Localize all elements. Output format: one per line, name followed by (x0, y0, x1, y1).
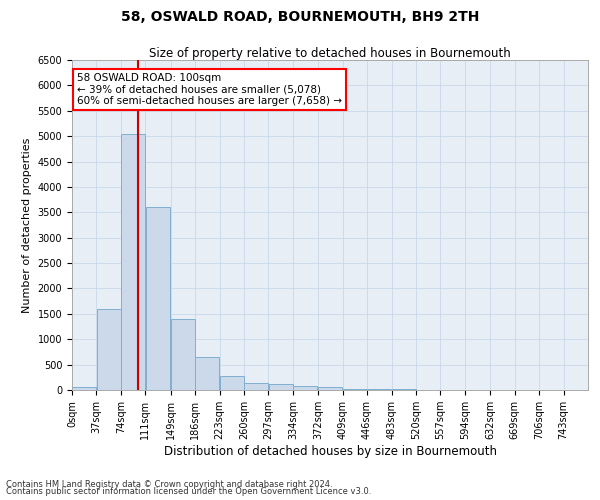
Bar (121, 134, 145, 390)
Title: Size of property relative to detached houses in Bournemouth: Size of property relative to detached ho… (149, 47, 511, 60)
Bar (293, 386, 317, 390)
Bar (343, 389, 367, 390)
Text: Contains HM Land Registry data © Crown copyright and database right 2024.: Contains HM Land Registry data © Crown c… (6, 480, 332, 489)
Bar (170, 319, 195, 390)
Bar (244, 383, 268, 390)
Bar (367, 389, 391, 390)
Y-axis label: Number of detached properties: Number of detached properties (22, 138, 32, 312)
Bar (72, 388, 97, 390)
Bar (220, 376, 244, 390)
X-axis label: Distribution of detached houses by size in Bournemouth: Distribution of detached houses by size … (163, 445, 497, 458)
Text: 58, OSWALD ROAD, BOURNEMOUTH, BH9 2TH: 58, OSWALD ROAD, BOURNEMOUTH, BH9 2TH (121, 10, 479, 24)
Bar (146, 207, 170, 390)
Bar (318, 388, 343, 390)
Text: Contains public sector information licensed under the Open Government Licence v3: Contains public sector information licen… (6, 487, 371, 496)
Bar (269, 384, 293, 390)
Bar (97, 309, 121, 390)
Bar (195, 357, 220, 390)
Text: 58 OSWALD ROAD: 100sqm
← 39% of detached houses are smaller (5,078)
60% of semi-: 58 OSWALD ROAD: 100sqm ← 39% of detached… (77, 72, 342, 106)
